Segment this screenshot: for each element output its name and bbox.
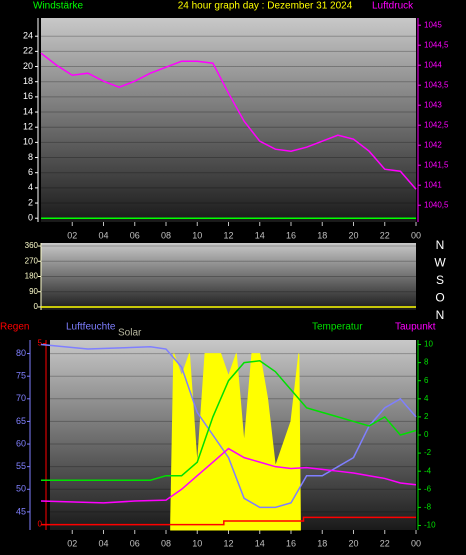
y2-tick-label: 1041,5 [424,160,449,169]
x-tick-label: 02 [67,538,77,548]
legend-label: Windstärke [33,1,83,12]
y2-tick-label: 10 [424,340,433,349]
y-tick-label: 50 [16,484,26,494]
y2-tick-label: 1044 [424,60,442,69]
y-tick-label: 180 [25,272,39,281]
plot-background [41,18,416,222]
y2-tick-label: 1043,5 [424,80,449,89]
x-tick-label: 14 [255,230,265,240]
y3-tick-label: 5 [38,339,43,348]
y-tick-label: 0 [28,213,33,223]
line [40,52,417,190]
y-tick-label: 14 [23,106,33,116]
area [170,353,301,531]
y2-tick-label: -4 [424,466,432,475]
y2-tick-label: 6 [424,376,429,385]
y-tick-label: 65 [16,416,26,426]
x-tick-label: 20 [348,230,358,240]
y2-tick-label: -10 [424,521,436,530]
x-tick-label: 18 [317,230,327,240]
legend-label: Regen [0,322,29,333]
x-tick-label: 04 [98,538,108,548]
y2-tick-label: 4 [424,394,429,403]
chart-title: 24 hour graph day : Dezember 31 2024 [178,1,353,12]
y2-tick-label: 1044,5 [424,40,449,49]
y-tick-label: 2 [28,197,33,207]
y-tick-label: 360 [25,241,39,250]
y2-tick-label: 0 [424,430,429,439]
y-tick-label: 75 [16,371,26,381]
x-tick-label: 04 [98,230,108,240]
x-tick-label: 12 [223,230,233,240]
y-tick-label: 16 [23,91,33,101]
y-tick-label: 10 [23,137,33,147]
y2-tick-label: -2 [424,448,432,457]
y2-tick-label: 1041 [424,180,442,189]
x-tick-label: 08 [161,230,171,240]
x-tick-label: 10 [192,538,202,548]
y-tick-label: 270 [25,256,39,265]
legend-label: Temperatur [312,322,363,333]
line [40,447,417,504]
y-tick-label: 90 [29,287,38,296]
x-tick-label: 22 [380,230,390,240]
y-tick-label: 6 [28,167,33,177]
legend-label: Taupunkt [395,322,436,333]
x-tick-label: 00 [411,230,421,240]
x-tick-label: 22 [380,538,390,548]
x-tick-label: 06 [130,538,140,548]
direction-label: N [436,238,445,252]
y-tick-label: 70 [16,393,26,403]
direction-label: N [436,308,445,322]
y-tick-label: 24 [23,31,33,41]
y2-tick-label: 1042,5 [424,120,449,129]
y2-tick-label: -6 [424,484,432,493]
y-tick-label: 60 [16,438,26,448]
direction-label: S [436,273,444,287]
y-tick-label: 18 [23,76,33,86]
y-tick-label: 80 [16,348,26,358]
y-tick-label: 12 [23,122,33,132]
x-tick-label: 00 [411,538,421,548]
y2-tick-label: 1043 [424,100,442,109]
legend-label: Luftfeuchte [66,322,116,333]
y-tick-label: 20 [23,61,33,71]
x-tick-label: 06 [130,230,140,240]
y-tick-label: 45 [16,506,26,516]
y2-tick-label: 2 [424,412,429,421]
y-tick-label: 0 [34,302,39,311]
y-tick-label: 55 [16,461,26,471]
legend-label: Luftdruck [372,1,414,12]
x-tick-label: 08 [161,538,171,548]
legend-label: Solar [118,328,142,339]
y2-tick-label: 1040,5 [424,200,449,209]
y2-tick-label: 1042 [424,140,442,149]
x-tick-label: 16 [286,230,296,240]
y-tick-label: 8 [28,152,33,162]
y3-tick-label: 0 [38,520,43,529]
direction-label: W [434,256,446,270]
x-tick-label: 12 [223,538,233,548]
x-tick-label: 16 [286,538,296,548]
plot-background [41,243,416,310]
y2-tick-label: -8 [424,502,432,511]
y2-tick-label: 8 [424,358,429,367]
x-tick-label: 20 [348,538,358,548]
x-tick-label: 10 [192,230,202,240]
x-tick-label: 02 [67,230,77,240]
x-tick-label: 14 [255,538,265,548]
x-tick-label: 18 [317,538,327,548]
line [41,516,416,526]
direction-label: O [435,291,444,305]
line [41,360,417,481]
y-tick-label: 22 [23,46,33,56]
y2-tick-label: 1045 [424,20,442,29]
line [40,343,417,509]
y-tick-label: 4 [28,182,33,192]
